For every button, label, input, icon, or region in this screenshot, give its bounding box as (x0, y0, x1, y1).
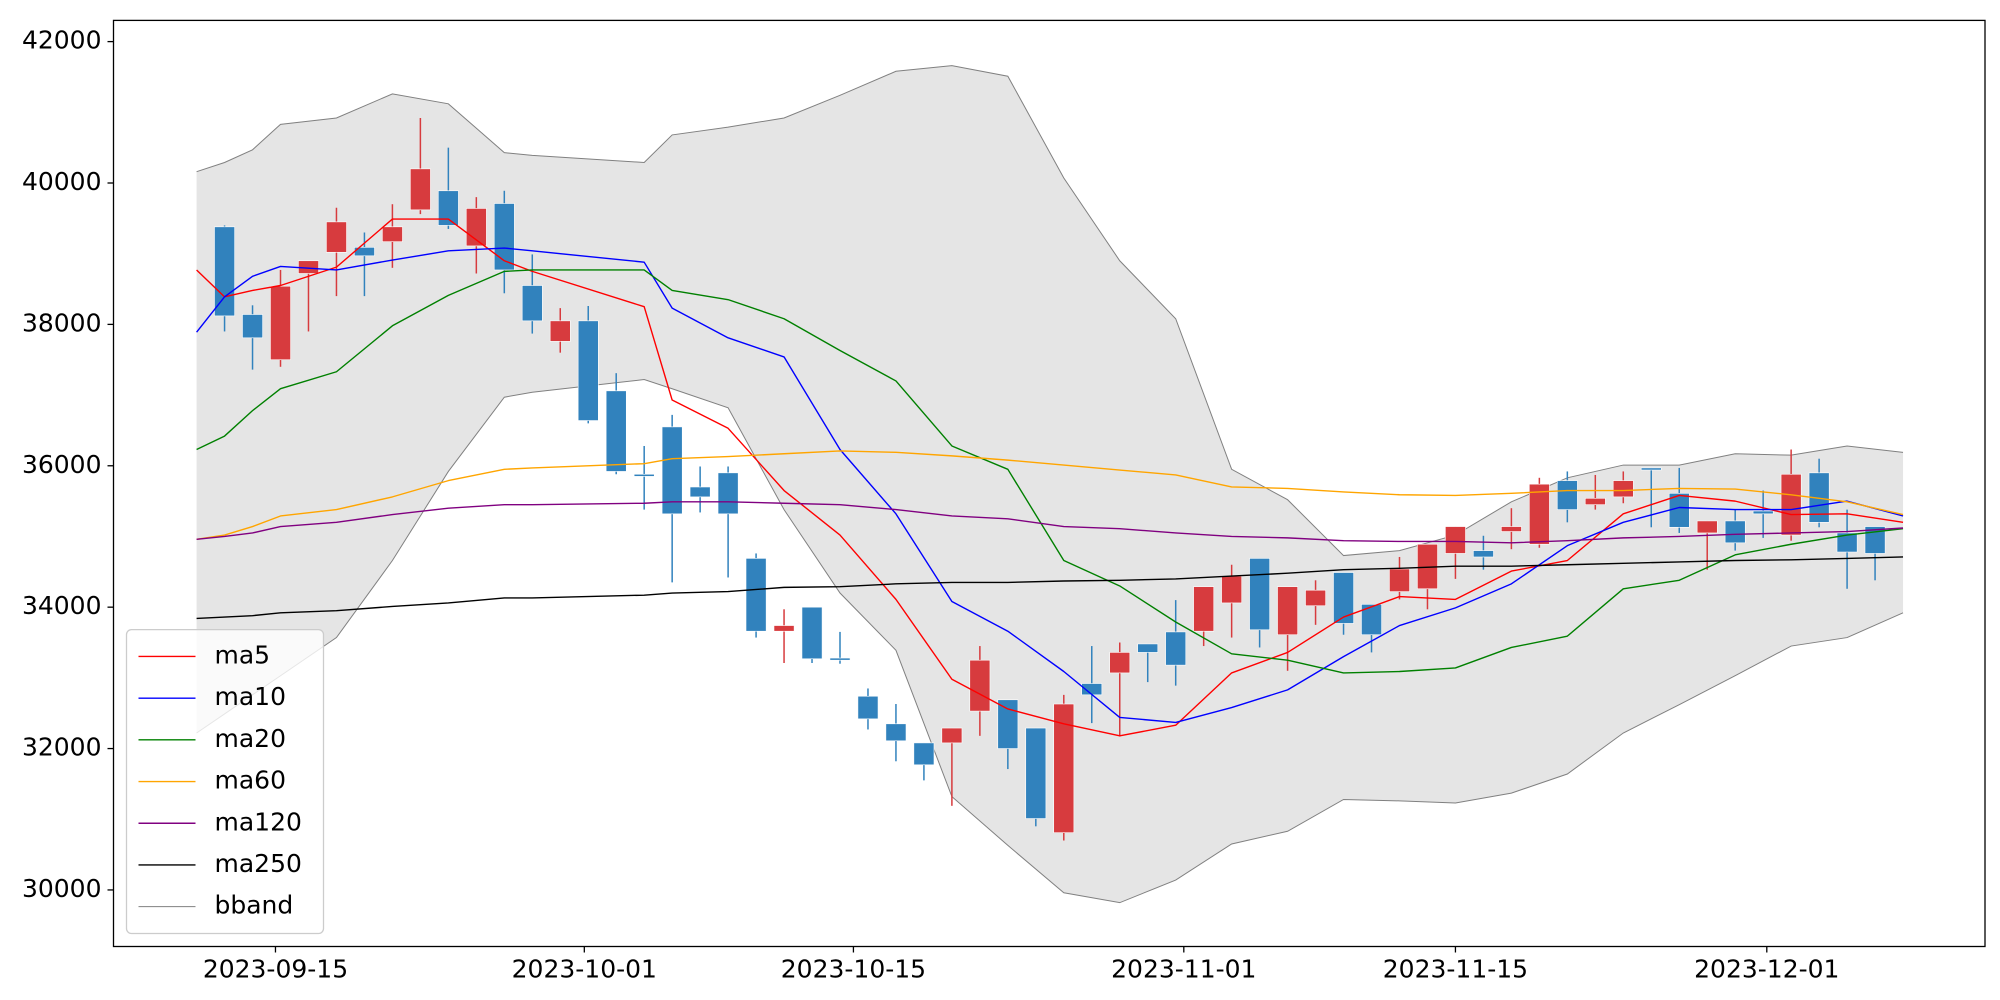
candle-body (1556, 480, 1578, 510)
candle-body (941, 727, 963, 744)
candle-body (437, 190, 459, 226)
plot-area (196, 65, 1904, 904)
candle-body (270, 285, 291, 361)
candle-body (745, 558, 767, 632)
candle-body (214, 226, 235, 317)
candle-body (1361, 604, 1382, 636)
candle-body (969, 659, 991, 712)
candle-body (1249, 558, 1270, 631)
candle-body (1305, 589, 1326, 607)
candle-body (1277, 586, 1298, 636)
candle-body (1584, 497, 1606, 505)
candle-body (1053, 703, 1075, 833)
candle-body (773, 625, 795, 632)
ma-line (196, 501, 1904, 544)
legend-label: ma5 (215, 640, 271, 669)
x-tick-label: 2023-09-15 (203, 955, 348, 984)
legend-label: ma20 (215, 724, 286, 753)
y-tick-label: 38000 (22, 308, 102, 337)
candle-body (1864, 526, 1886, 554)
x-tick-label: 2023-11-15 (1383, 955, 1528, 984)
candle-body (1612, 480, 1634, 498)
ma-line (196, 556, 1904, 620)
bband-fill (196, 65, 1904, 903)
candle-body (913, 742, 935, 766)
x-tick-label: 2023-12-01 (1694, 955, 1839, 984)
candle-body (997, 699, 1019, 749)
candle-body (521, 285, 543, 322)
candle-body (1501, 526, 1522, 532)
candle-body (885, 723, 907, 742)
candle-body (605, 390, 627, 472)
bband-upper (196, 65, 1904, 557)
y-tick-label: 36000 (22, 450, 102, 479)
candle-body (410, 168, 431, 211)
candle-body (493, 203, 515, 271)
ma-line (196, 247, 1904, 724)
candle-body (1193, 586, 1215, 632)
candle-body (661, 426, 683, 515)
candle-body (829, 657, 851, 661)
candle-body (1528, 483, 1550, 545)
candle-body (1696, 520, 1718, 534)
legend-label: ma60 (215, 766, 286, 795)
bband-lower (196, 379, 1904, 904)
y-tick-label: 30000 (22, 874, 102, 903)
candle-body (1333, 572, 1354, 624)
candle-body (1221, 575, 1243, 604)
x-tick-label: 2023-11-01 (1111, 955, 1256, 984)
candle-body (1836, 532, 1858, 553)
legend-label: ma250 (215, 849, 302, 878)
candle-body (1445, 526, 1466, 554)
candle-body (689, 486, 711, 498)
candle-body (1389, 568, 1410, 592)
y-tick-label: 34000 (22, 591, 102, 620)
candle-body (1780, 473, 1802, 536)
y-tick-label: 42000 (22, 26, 102, 55)
candle-body (1752, 510, 1774, 515)
legend-label: bband (215, 891, 294, 920)
candle-body (1165, 631, 1187, 666)
candle-body (1640, 467, 1662, 471)
candle-body (633, 473, 655, 477)
ma-line (196, 269, 1904, 674)
candle-body (1473, 550, 1494, 558)
candle-body (242, 314, 263, 339)
legend-label: ma10 (215, 682, 286, 711)
y-tick-label: 32000 (22, 733, 102, 762)
legend-label: ma120 (215, 807, 302, 836)
y-tick-label: 40000 (22, 167, 102, 196)
candle-body (1724, 520, 1746, 544)
legend-box (125, 628, 325, 935)
candle-body (1137, 643, 1159, 653)
candle-body (801, 606, 823, 660)
x-tick-label: 2023-10-01 (512, 955, 657, 984)
candle-body (577, 320, 599, 421)
candle-body (717, 472, 739, 515)
candle-body (1025, 727, 1047, 819)
candle-body (549, 320, 571, 342)
candle-body (857, 695, 879, 720)
x-tick-label: 2023-10-15 (781, 955, 926, 984)
ma-line (196, 450, 1904, 540)
candle-body (326, 221, 347, 253)
axes-frame (112, 19, 1986, 948)
candle-body (382, 226, 403, 242)
candle-body (1109, 652, 1131, 674)
